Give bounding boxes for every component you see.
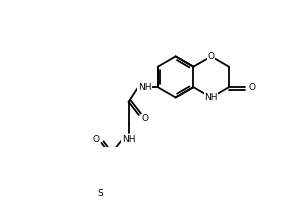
Text: S: S xyxy=(98,189,103,198)
Text: O: O xyxy=(141,114,148,123)
Text: O: O xyxy=(92,135,99,144)
Text: NH: NH xyxy=(138,83,152,92)
Text: O: O xyxy=(208,52,215,61)
Text: O: O xyxy=(249,83,256,92)
Text: NH: NH xyxy=(204,93,218,102)
Text: NH: NH xyxy=(122,135,135,144)
